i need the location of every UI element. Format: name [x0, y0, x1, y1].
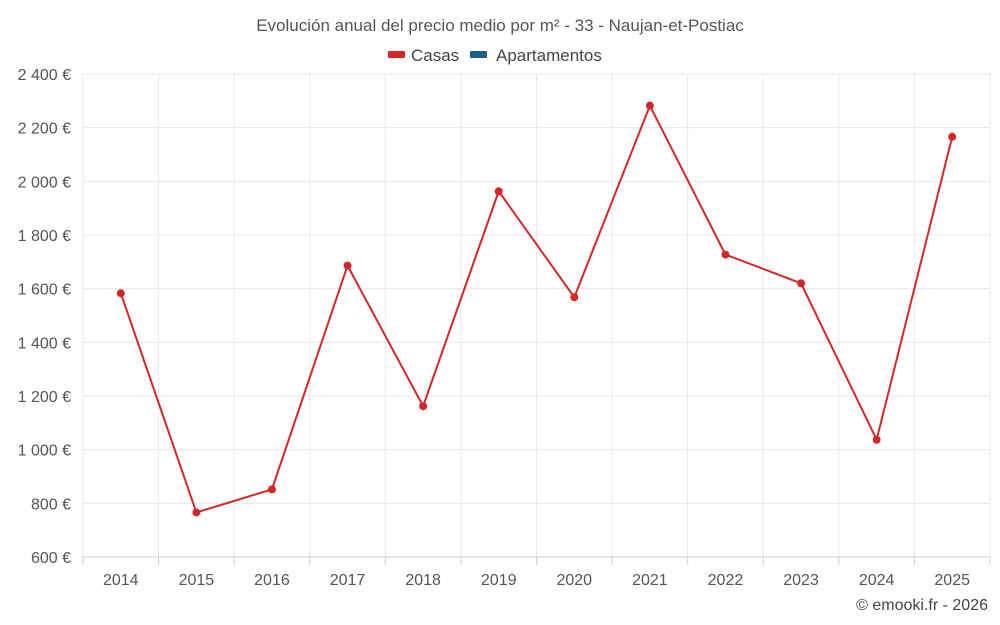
legend-item-casas[interactable]: Casas	[388, 46, 459, 65]
x-tick-label: 2015	[179, 572, 215, 589]
x-tick-label: 2019	[481, 572, 517, 589]
x-tick-label: 2018	[405, 572, 441, 589]
axis-lines	[82, 556, 991, 565]
data-point-casas[interactable]	[267, 485, 276, 494]
x-tick-label: 2016	[254, 572, 290, 589]
x-gridlines	[82, 74, 991, 557]
credit-text: © emooki.fr - 2026	[856, 597, 988, 614]
legend-swatch-apartamentos	[470, 51, 487, 58]
y-tick-label: 1 600 €	[18, 282, 71, 299]
y-tick-label: 2 000 €	[18, 174, 71, 191]
x-tick-label: 2023	[783, 572, 819, 589]
y-tick-label: 800 €	[31, 496, 71, 513]
legend-label-apartamentos: Apartamentos	[496, 46, 602, 65]
y-axis-labels: 600 € 800 € 1 000 € 1 200 € 1 400 € 1 600 € 1 …	[18, 67, 71, 567]
x-tick-label: 2017	[330, 572, 366, 589]
data-point-casas[interactable]	[570, 293, 579, 302]
x-tick-label: 2020	[556, 572, 592, 589]
y-tick-label: 1 800 €	[18, 228, 71, 245]
legend-label-casas: Casas	[411, 46, 459, 65]
x-tick-label: 2014	[103, 572, 139, 589]
data-point-casas[interactable]	[343, 261, 352, 270]
data-point-casas[interactable]	[948, 132, 957, 141]
legend-swatch-casas	[388, 51, 405, 58]
series-layer	[116, 101, 957, 517]
y-tick-label: 2 200 €	[18, 121, 71, 138]
data-point-casas[interactable]	[721, 250, 730, 259]
data-point-casas[interactable]	[419, 402, 428, 411]
data-point-casas[interactable]	[494, 187, 503, 196]
y-tick-label: 1 200 €	[18, 389, 71, 406]
data-point-casas[interactable]	[645, 101, 654, 110]
chart-title: Evolución anual del precio medio por m² …	[256, 16, 744, 35]
x-tick-label: 2021	[632, 572, 668, 589]
series-line-casas	[119, 104, 954, 514]
x-tick-label: 2024	[859, 572, 895, 589]
data-point-casas[interactable]	[797, 279, 806, 288]
y-tick-label: 600 €	[31, 550, 71, 567]
data-point-casas[interactable]	[116, 289, 125, 298]
x-tick-label: 2022	[708, 572, 744, 589]
legend: Casas Apartamentos	[388, 46, 602, 65]
y-tick-label: 2 400 €	[18, 67, 71, 84]
x-axis-labels: 2014 2015 2016 2017 2018 2019 2020 2021 2022 2023…	[103, 572, 970, 589]
y-tick-label: 1 000 €	[18, 443, 71, 460]
y-tick-label: 1 400 €	[18, 335, 71, 352]
x-tick-label: 2025	[934, 572, 970, 589]
legend-item-apartamentos[interactable]: Apartamentos	[470, 46, 602, 65]
data-point-casas[interactable]	[872, 435, 881, 444]
data-point-casas[interactable]	[192, 508, 201, 517]
